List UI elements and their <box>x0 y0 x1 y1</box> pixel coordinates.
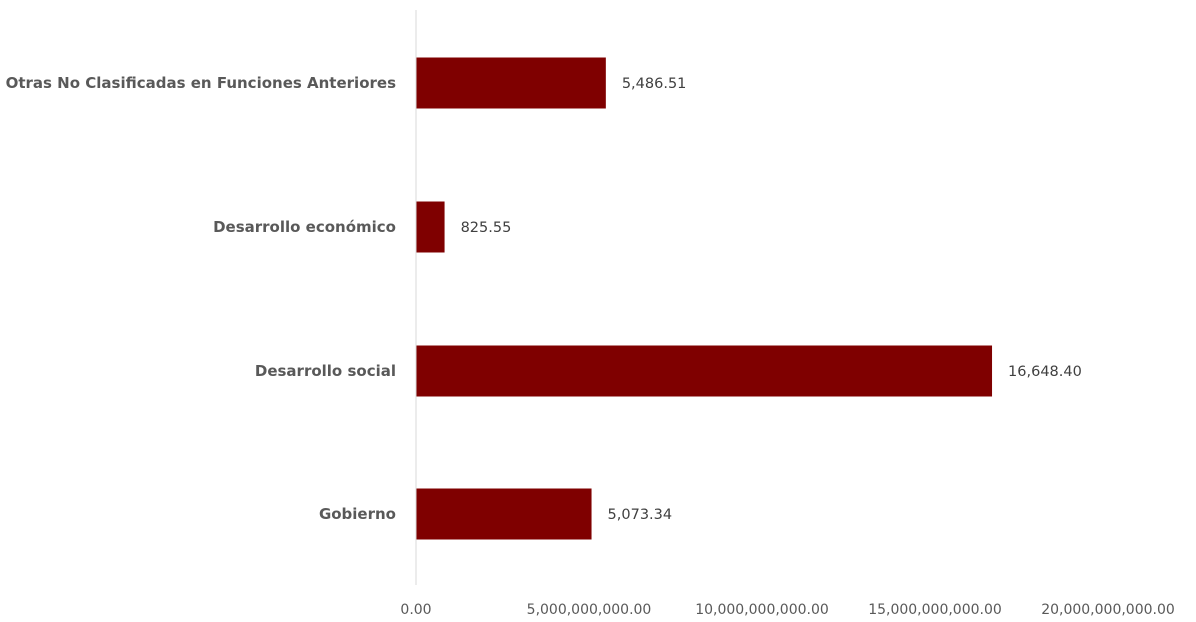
x-tick-label: 5,000,000,000.00 <box>527 602 652 618</box>
x-tick-label: 0.00 <box>400 602 431 618</box>
category-label: Gobierno <box>319 505 396 523</box>
category-labels: Otras No Clasificadas en Funciones Anter… <box>6 74 396 523</box>
data-label: 5,486.51 <box>622 76 687 92</box>
category-label: Desarrollo social <box>255 362 396 380</box>
data-label: 16,648.40 <box>1008 364 1082 380</box>
bar <box>416 345 993 397</box>
data-label: 825.55 <box>461 220 512 236</box>
bars-layer <box>416 57 993 540</box>
x-tick-label: 10,000,000,000.00 <box>695 602 829 618</box>
category-label: Otras No Clasificadas en Funciones Anter… <box>6 74 396 92</box>
x-axis-tick-labels: 0.00 5,000,000,000.00 10,000,000,000.00 15,… <box>400 602 1174 618</box>
data-labels: 5,486.51 825.55 16,648.40 5,073.34 <box>461 76 1082 523</box>
bar <box>416 201 445 253</box>
bar <box>416 57 606 109</box>
bar <box>416 488 592 540</box>
x-tick-label: 15,000,000,000.00 <box>868 602 1002 618</box>
x-tick-label: 20,000,000,000.00 <box>1041 602 1175 618</box>
category-label: Desarrollo económico <box>213 218 396 236</box>
data-label: 5,073.34 <box>608 507 673 523</box>
